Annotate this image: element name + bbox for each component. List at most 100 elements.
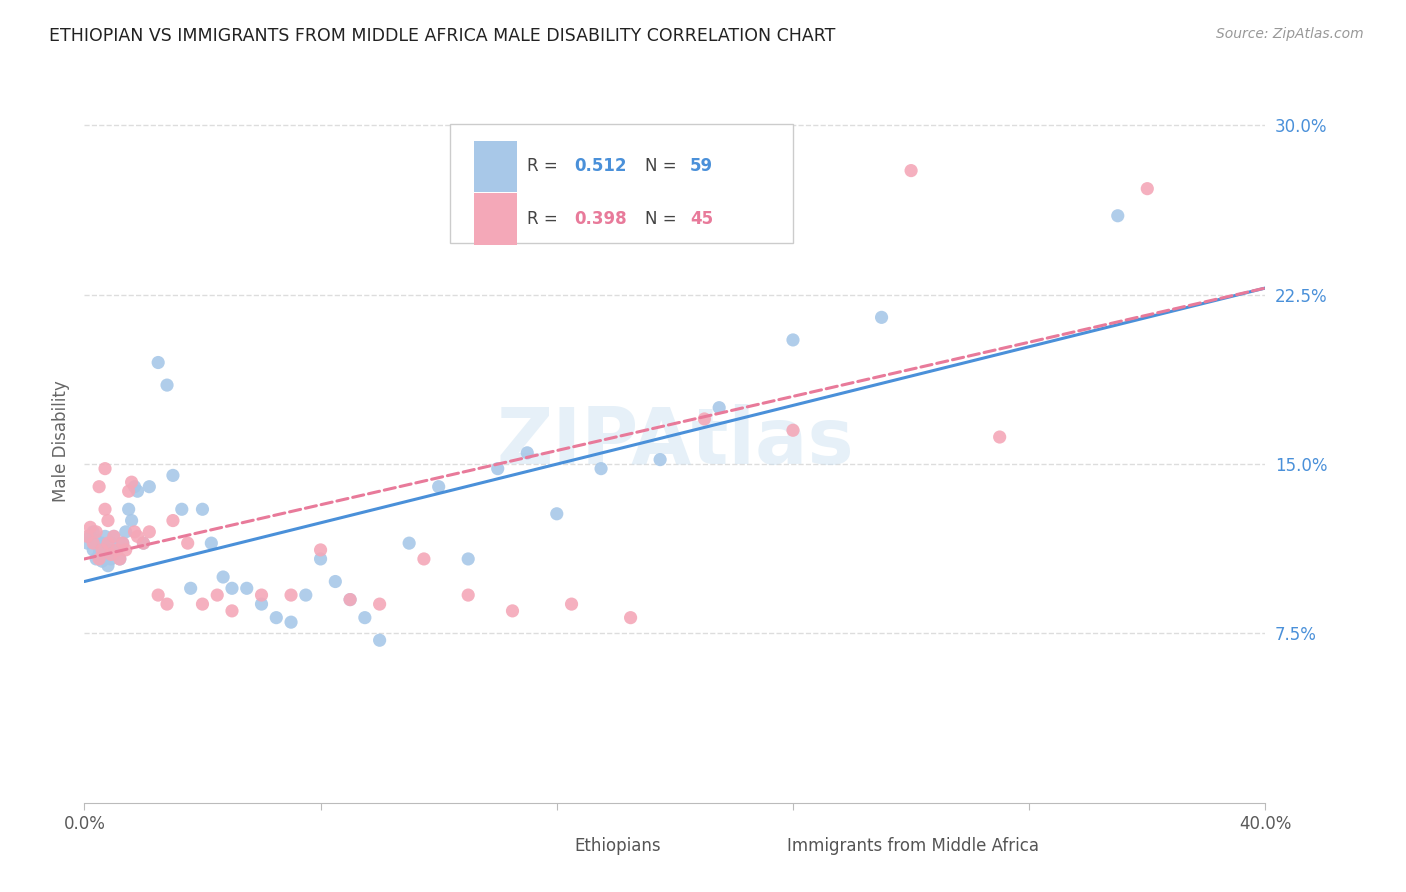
Point (148, 588, 170, 602)
Text: R =: R = (527, 158, 564, 176)
Text: 45: 45 (690, 211, 713, 228)
Point (457, 588, 479, 602)
Point (121, 514, 143, 528)
Point (103, 529, 125, 543)
Point (97, 558, 120, 573)
Text: N =: N = (645, 158, 682, 176)
Point (250, 588, 273, 602)
Point (1136, 181, 1159, 195)
Point (97, 536, 120, 550)
Point (100, 536, 122, 550)
Text: N =: N = (645, 211, 682, 228)
Point (162, 468, 184, 483)
Point (501, 604, 523, 618)
Point (236, 582, 259, 596)
Point (561, 597, 583, 611)
Point (693, 412, 716, 426)
Point (84, 533, 107, 548)
Point (156, 597, 179, 611)
Point (782, 333, 804, 347)
Point (354, 610, 377, 624)
Point (309, 552, 332, 566)
Point (118, 502, 141, 516)
Point (870, 310, 893, 325)
Point (546, 507, 568, 521)
Point (207, 588, 229, 602)
Point (221, 604, 243, 618)
Point (111, 536, 134, 550)
Point (82, 524, 104, 539)
Point (100, 552, 122, 566)
Point (87, 541, 111, 555)
Point (105, 542, 128, 557)
Point (988, 430, 1011, 444)
Point (124, 524, 146, 539)
Point (280, 588, 302, 602)
Point (91, 554, 114, 568)
Point (339, 592, 361, 607)
Point (79, 520, 101, 534)
Point (87, 548, 111, 562)
Point (486, 461, 509, 475)
Point (124, 480, 146, 494)
Point (118, 484, 141, 499)
Point (127, 484, 149, 499)
Point (114, 542, 136, 557)
Point (900, 163, 922, 178)
Point (108, 552, 131, 566)
Point (87, 480, 111, 494)
Point (162, 514, 184, 528)
Point (250, 597, 273, 611)
FancyBboxPatch shape (474, 194, 516, 244)
Point (94, 549, 117, 564)
Point (97, 514, 120, 528)
Point (650, 452, 672, 467)
Point (87, 552, 111, 566)
Point (94, 461, 117, 475)
Point (82, 536, 104, 550)
Text: 0.512: 0.512 (575, 158, 627, 176)
Point (325, 574, 347, 589)
Point (132, 536, 155, 550)
Point (84, 552, 107, 566)
Point (591, 461, 613, 475)
Point (103, 548, 125, 562)
Point (516, 446, 538, 460)
FancyBboxPatch shape (450, 124, 793, 243)
Point (127, 529, 149, 543)
Point (368, 633, 391, 648)
Point (457, 552, 479, 566)
Point (94, 529, 117, 543)
Point (709, 401, 731, 415)
Y-axis label: Male Disability: Male Disability (52, 381, 70, 502)
Point (212, 570, 235, 584)
FancyBboxPatch shape (748, 831, 782, 864)
Text: Ethiopians: Ethiopians (575, 838, 661, 855)
Point (280, 615, 302, 630)
Point (84, 524, 107, 539)
Point (1107, 209, 1129, 223)
Point (82, 542, 104, 557)
Text: Source: ZipAtlas.com: Source: ZipAtlas.com (1216, 27, 1364, 41)
Point (114, 524, 136, 539)
Point (148, 355, 170, 369)
Point (295, 588, 318, 602)
Point (339, 592, 361, 607)
Point (108, 552, 131, 566)
Text: 0.398: 0.398 (575, 211, 627, 228)
Text: ZIPAtlas: ZIPAtlas (496, 403, 853, 480)
Point (368, 597, 391, 611)
Point (97, 542, 120, 557)
Point (266, 610, 288, 624)
Point (105, 542, 128, 557)
Point (191, 502, 214, 516)
Point (121, 475, 143, 490)
Text: Immigrants from Middle Africa: Immigrants from Middle Africa (787, 838, 1039, 855)
Text: 59: 59 (690, 158, 713, 176)
Point (76, 536, 98, 550)
Point (91, 542, 114, 557)
Point (138, 480, 160, 494)
Point (413, 552, 436, 566)
FancyBboxPatch shape (474, 141, 516, 192)
Point (76, 529, 98, 543)
